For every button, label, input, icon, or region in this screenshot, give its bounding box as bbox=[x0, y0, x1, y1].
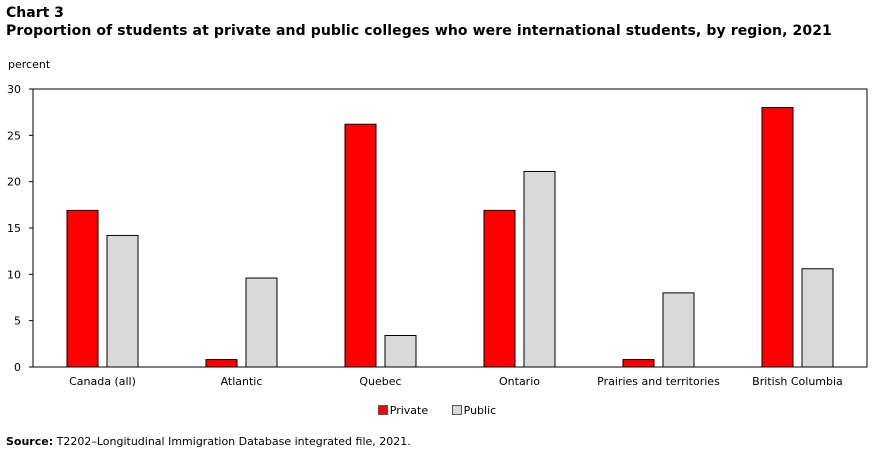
bar-public-2 bbox=[245, 277, 278, 368]
legend: Private Public bbox=[0, 404, 874, 417]
bar-private-4 bbox=[483, 209, 516, 368]
legend-swatch-private bbox=[377, 405, 388, 415]
legend-item-public: Public bbox=[451, 404, 497, 417]
y-tick-label: 15 bbox=[7, 222, 21, 235]
bar-private-5 bbox=[622, 359, 655, 368]
bar-public-6 bbox=[801, 268, 834, 368]
y-tick-label: 10 bbox=[7, 268, 21, 281]
legend-item-private: Private bbox=[377, 404, 429, 417]
x-tick-label: Quebec bbox=[359, 375, 401, 388]
y-axis-label: percent bbox=[8, 58, 51, 71]
x-tick-label: Canada (all) bbox=[69, 375, 136, 388]
y-tick-label: 30 bbox=[7, 83, 21, 96]
source-text: T2202–Longitudinal Immigration Database … bbox=[53, 435, 411, 448]
bar-public-5 bbox=[662, 292, 695, 368]
y-tick-label: 0 bbox=[14, 361, 21, 374]
chart-number: Chart 3 bbox=[6, 5, 64, 21]
bar-public-4 bbox=[523, 170, 556, 368]
bar-private-1 bbox=[66, 209, 99, 368]
source-label: Source: bbox=[6, 435, 54, 448]
bar-public-1 bbox=[106, 234, 139, 368]
bar-private-3 bbox=[344, 123, 377, 368]
x-tick-label: Prairies and territories bbox=[597, 375, 720, 388]
x-tick-label: British Columbia bbox=[752, 375, 843, 388]
bar-private-2 bbox=[205, 359, 238, 368]
legend-label-public: Public bbox=[463, 404, 497, 417]
legend-label-private: Private bbox=[389, 404, 429, 417]
y-tick-label: 25 bbox=[7, 129, 21, 142]
y-tick-label: 5 bbox=[14, 315, 21, 328]
bar-chart: 0 5 10 15 20 25 30 Canada (all) Atlantic Quebec On… bbox=[7, 83, 868, 388]
legend-swatch-public bbox=[451, 405, 462, 415]
x-tick-label: Atlantic bbox=[221, 375, 263, 388]
chart-title: Proportion of students at private and pu… bbox=[6, 23, 832, 39]
bar-public-3 bbox=[384, 334, 417, 368]
y-tick-label: 20 bbox=[7, 176, 21, 189]
plot-frame bbox=[32, 88, 868, 368]
bar-private-6 bbox=[761, 107, 794, 368]
source-note: Source: T2202–Longitudinal Immigration D… bbox=[6, 435, 411, 448]
x-tick-label: Ontario bbox=[499, 375, 540, 388]
